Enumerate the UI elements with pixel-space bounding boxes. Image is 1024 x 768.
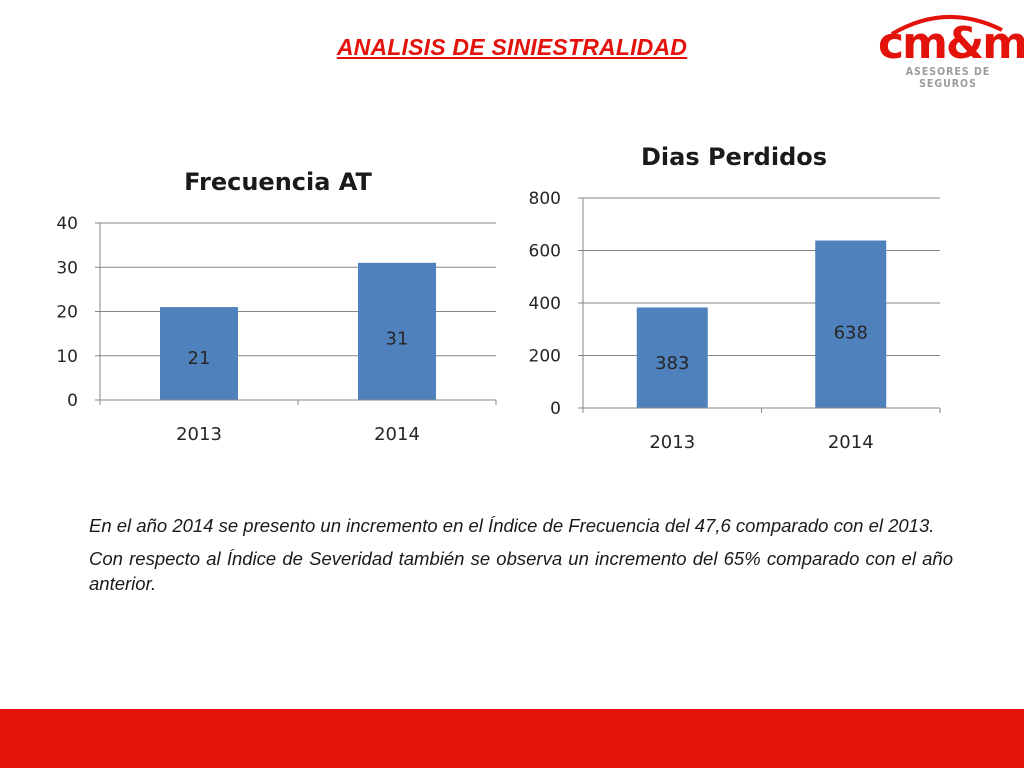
data-label: 383 <box>655 353 689 374</box>
company-logo: cm&m ASESORES DE SEGUROS <box>878 8 1024 90</box>
x-tick-label: 2014 <box>374 424 420 445</box>
x-tick-label: 2014 <box>828 432 874 453</box>
chart-frecuencia-at: 0 10 20 30 40 21 2013 31 2014 Frecuencia AT <box>56 168 497 445</box>
paragraph-severidad: Con respecto al Índice de Severidad tamb… <box>89 548 953 594</box>
data-label: 638 <box>834 323 868 344</box>
y-tick-label: 30 <box>56 258 78 278</box>
logo-wordmark: cm&m <box>878 18 1024 69</box>
y-tick-label: 800 <box>529 189 561 209</box>
bar <box>815 240 887 408</box>
paragraph-frecuencia: En el año 2014 se presento un incremento… <box>89 515 935 536</box>
y-tick-label: 0 <box>67 391 78 411</box>
slide-title: ANALISIS DE SINIESTRALIDAD <box>336 34 688 60</box>
y-tick-label: 20 <box>56 303 78 323</box>
bar <box>636 307 708 408</box>
chart-title: Dias Perdidos <box>641 143 827 171</box>
y-tick-label: 10 <box>56 347 78 367</box>
y-tick-label: 400 <box>529 294 561 314</box>
y-tick-label: 0 <box>550 399 561 419</box>
bar <box>358 262 436 400</box>
logo-tagline: ASESORES DE SEGUROS <box>905 66 991 90</box>
logo-arc-icon <box>890 14 1003 36</box>
footer-bar <box>0 709 1024 768</box>
data-label: 31 <box>386 328 409 349</box>
x-tick-label: 2013 <box>176 424 222 445</box>
chart-dias-perdidos: 0 200 400 600 800 383 2013 638 2014 Dias Perdidos <box>529 143 941 453</box>
slide-body-text: En el año 2014 se presento un incremento… <box>89 513 953 604</box>
bar <box>160 307 238 400</box>
x-tick-label: 2013 <box>649 432 695 453</box>
y-tick-label: 40 <box>56 214 78 234</box>
chart-title: Frecuencia AT <box>184 168 372 196</box>
y-tick-label: 600 <box>529 242 561 262</box>
data-label: 21 <box>188 348 211 369</box>
y-tick-label: 200 <box>529 347 561 367</box>
